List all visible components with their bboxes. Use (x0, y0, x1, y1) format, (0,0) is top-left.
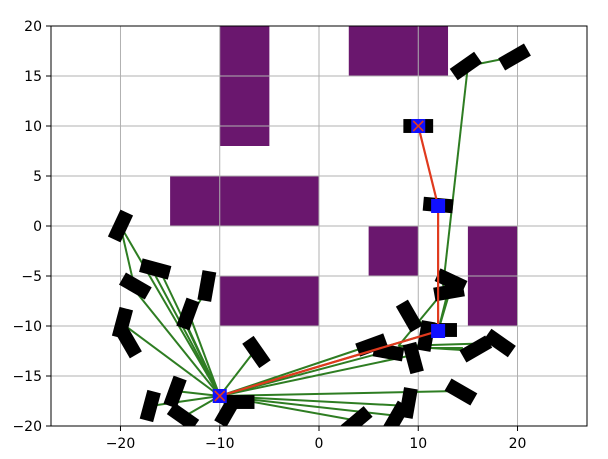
y-tick-label: −10 (12, 319, 42, 335)
y-tick-label: −15 (12, 369, 42, 385)
vehicle-footprint (433, 282, 465, 302)
tree-edge (150, 395, 220, 407)
x-axis-ticks: −20 −10 0 10 20 (106, 426, 527, 452)
x-tick-label: −20 (106, 436, 136, 452)
path-node (431, 324, 446, 338)
tree-edge (184, 320, 221, 397)
vehicle-footprint (402, 341, 424, 375)
vehicle-footprint (498, 43, 531, 71)
vehicle-footprint (224, 395, 255, 409)
y-tick-label: 10 (24, 119, 42, 135)
vehicle-footprint (395, 299, 423, 333)
tree-edge (189, 315, 221, 397)
vehicle-footprint (107, 209, 134, 243)
vehicle-footprint (197, 270, 217, 302)
solution-path (219, 125, 440, 398)
vehicle-footprint (340, 406, 373, 426)
vehicle-footprint (111, 306, 134, 340)
y-tick-label: 15 (24, 69, 42, 85)
vehicle-footprint (119, 272, 152, 300)
vehicle-footprint (459, 335, 493, 363)
tree-edge (219, 355, 409, 397)
y-tick-label: −5 (21, 269, 42, 285)
vehicle-footprint (139, 389, 161, 423)
vehicle-footprint (176, 297, 200, 331)
vehicle-footprint (139, 258, 172, 280)
tree-edge (124, 325, 221, 397)
path-node-layer (212, 119, 446, 403)
vehicle-footprint (444, 378, 478, 406)
y-tick-label: −20 (12, 419, 42, 435)
vehicle-footprint (483, 328, 516, 358)
obstacle (219, 276, 319, 326)
goal-marker (412, 120, 424, 132)
obstacle (219, 26, 270, 146)
tree-edge (119, 225, 221, 397)
vehicle-footprint (166, 402, 200, 426)
x-tick-label: 10 (409, 436, 427, 452)
vehicle-layer (107, 43, 531, 426)
path-node (431, 199, 446, 213)
vehicle-footprint (163, 375, 187, 409)
obstacle (170, 176, 319, 226)
x-tick-label: 0 (315, 436, 324, 452)
tree-edge (149, 265, 221, 397)
vehicle-footprint (114, 325, 142, 359)
y-tick-label: 5 (33, 169, 42, 185)
tree-edge (218, 350, 256, 397)
y-axis-ticks: −20 −15 −10 −5 0 5 10 15 20 (12, 19, 51, 435)
vehicle-footprint (242, 335, 271, 369)
vehicle-footprint (449, 51, 483, 81)
x-tick-label: 20 (509, 436, 527, 452)
solution-path-layer (219, 125, 440, 398)
vehicle-footprint (355, 333, 388, 357)
y-tick-label: 0 (33, 219, 42, 235)
tree-edge (219, 390, 458, 397)
start-marker (214, 390, 226, 402)
vehicle-footprint (382, 400, 410, 426)
tree-edge (442, 65, 469, 287)
obstacle (368, 226, 419, 276)
obstacle (348, 26, 449, 76)
x-tick-label: −10 (205, 436, 235, 452)
y-tick-label: 20 (24, 19, 42, 35)
tree-edge (134, 290, 221, 397)
